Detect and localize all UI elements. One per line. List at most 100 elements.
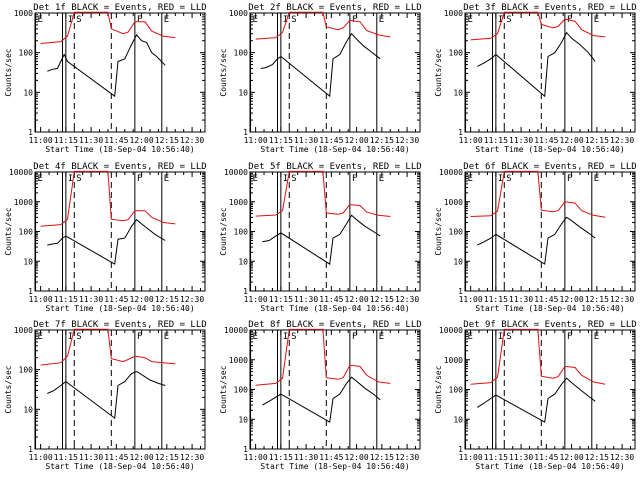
x-tick-label: 11:15 bbox=[484, 453, 508, 462]
marker-label-S: S bbox=[76, 332, 81, 342]
y-tick-label: 100 bbox=[19, 366, 34, 375]
series-line-events bbox=[47, 370, 166, 420]
y-tick-label: 100 bbox=[234, 49, 249, 58]
y-tick-label: 10 bbox=[238, 257, 248, 266]
x-tick-label: 12:30 bbox=[395, 453, 419, 462]
plot-frame bbox=[34, 171, 206, 292]
series-line-events bbox=[260, 32, 381, 98]
x-tick-label: 11:45 bbox=[104, 453, 128, 462]
series-line-lld bbox=[40, 328, 176, 366]
plot-frame bbox=[249, 329, 421, 450]
x-axis-label: Start Time (18-Sep-04 10:56:40) bbox=[45, 145, 194, 154]
y-axis-label: Counts/sec bbox=[4, 48, 13, 96]
y-tick-label: 10000 bbox=[439, 168, 463, 177]
x-axis-label: Start Time (18-Sep-04 10:56:40) bbox=[475, 462, 624, 471]
marker-label-I: I bbox=[68, 174, 73, 184]
y-tick-label: 1000 bbox=[229, 9, 248, 18]
x-tick-label: 12:15 bbox=[155, 136, 179, 145]
series-line-lld bbox=[470, 11, 606, 41]
y-tick-label: 10 bbox=[23, 405, 33, 414]
y-tick-label: 100 bbox=[19, 49, 34, 58]
x-tick-label: 12:15 bbox=[370, 453, 394, 462]
x-tick-label: 11:30 bbox=[509, 453, 533, 462]
panel-title: Det 8f BLACK = Events, RED = LLD bbox=[248, 320, 421, 330]
x-tick-label: 11:45 bbox=[534, 453, 558, 462]
panel-title: Det 1f BLACK = Events, RED = LLD bbox=[33, 3, 206, 13]
y-tick-label: 10000 bbox=[224, 326, 248, 335]
x-tick-label: 11:15 bbox=[269, 295, 293, 304]
x-tick-label: 11:30 bbox=[509, 295, 533, 304]
x-tick-label: 11:45 bbox=[534, 295, 558, 304]
panel-title: Det 7f BLACK = Events, RED = LLD bbox=[33, 320, 206, 330]
y-tick-label: 1 bbox=[243, 287, 248, 296]
marker-label-E: E bbox=[38, 174, 43, 184]
x-tick-label: 12:30 bbox=[395, 136, 419, 145]
marker-label-I: I bbox=[68, 332, 73, 342]
x-tick-label: 11:30 bbox=[294, 453, 318, 462]
y-tick-label: 1 bbox=[243, 445, 248, 454]
plot-frame bbox=[34, 329, 206, 450]
y-tick-label: 10 bbox=[23, 88, 33, 97]
marker-label-I: I bbox=[283, 332, 288, 342]
y-axis-label: Counts/sec bbox=[219, 365, 228, 413]
marker-label-E: E bbox=[164, 174, 169, 184]
x-tick-label: 12:30 bbox=[180, 136, 204, 145]
marker-label-S: S bbox=[76, 15, 81, 25]
x-tick-label: 11:30 bbox=[79, 295, 103, 304]
x-tick-label: 12:15 bbox=[155, 295, 179, 304]
series-line-lld bbox=[255, 11, 391, 40]
y-tick-label: 10 bbox=[23, 257, 33, 266]
marker-label-E: E bbox=[379, 332, 384, 342]
series-line-lld bbox=[470, 328, 606, 385]
panel-det-7: Det 7f BLACK = Events, RED = LLD 1 10 100 10… bbox=[4, 320, 207, 471]
marker-label-E: E bbox=[253, 332, 258, 342]
x-tick-label: 12:15 bbox=[585, 453, 609, 462]
x-tick-label: 11:45 bbox=[319, 295, 343, 304]
x-tick-label: 11:15 bbox=[269, 136, 293, 145]
marker-label-E: E bbox=[468, 332, 473, 342]
x-tick-label: 11:30 bbox=[509, 136, 533, 145]
x-tick-label: 12:00 bbox=[560, 295, 584, 304]
marker-label-S: S bbox=[291, 15, 296, 25]
x-tick-label: 11:45 bbox=[104, 136, 128, 145]
x-tick-label: 11:15 bbox=[54, 136, 78, 145]
panel-title: Det 2f BLACK = Events, RED = LLD bbox=[248, 3, 421, 13]
y-tick-label: 1000 bbox=[229, 356, 248, 365]
panel-title: Det 5f BLACK = Events, RED = LLD bbox=[248, 162, 421, 172]
x-tick-label: 12:00 bbox=[130, 295, 154, 304]
x-tick-label: 12:00 bbox=[345, 453, 369, 462]
x-tick-label: 11:00 bbox=[244, 295, 268, 304]
x-tick-label: 12:30 bbox=[395, 295, 419, 304]
series-line-events bbox=[262, 214, 381, 265]
y-tick-label: 10000 bbox=[224, 168, 248, 177]
y-tick-label: 1 bbox=[28, 287, 33, 296]
y-tick-label: 1 bbox=[28, 128, 33, 137]
panel-title: Det 3f BLACK = Events, RED = LLD bbox=[463, 3, 636, 13]
y-tick-label: 10 bbox=[238, 415, 248, 424]
marker-label-E: E bbox=[38, 15, 43, 25]
plot-frame bbox=[464, 171, 636, 292]
x-tick-label: 12:00 bbox=[130, 453, 154, 462]
marker-label-E: E bbox=[164, 15, 169, 25]
panel-det-4: Det 4f BLACK = Events, RED = LLD 1 10 100 10… bbox=[4, 162, 207, 313]
y-axis-label: Counts/sec bbox=[434, 48, 443, 96]
x-tick-label: 11:30 bbox=[294, 295, 318, 304]
marker-label-F: F bbox=[567, 332, 572, 342]
marker-label-F: F bbox=[352, 332, 357, 342]
y-tick-label: 1 bbox=[458, 287, 463, 296]
x-tick-label: 12:30 bbox=[180, 295, 204, 304]
x-axis-label: Start Time (18-Sep-04 10:56:40) bbox=[45, 304, 194, 313]
marker-label-E: E bbox=[594, 15, 599, 25]
x-tick-label: 11:00 bbox=[29, 453, 53, 462]
y-tick-label: 10000 bbox=[9, 168, 33, 177]
x-tick-label: 11:00 bbox=[244, 136, 268, 145]
marker-label-S: S bbox=[76, 174, 81, 184]
series-line-events bbox=[262, 376, 381, 423]
y-tick-label: 10 bbox=[238, 88, 248, 97]
y-tick-label: 1 bbox=[458, 128, 463, 137]
series-line-events bbox=[47, 34, 166, 98]
x-axis-label: Start Time (18-Sep-04 10:56:40) bbox=[260, 145, 409, 154]
x-tick-label: 11:15 bbox=[54, 453, 78, 462]
marker-label-F: F bbox=[137, 15, 142, 25]
marker-label-F: F bbox=[352, 174, 357, 184]
